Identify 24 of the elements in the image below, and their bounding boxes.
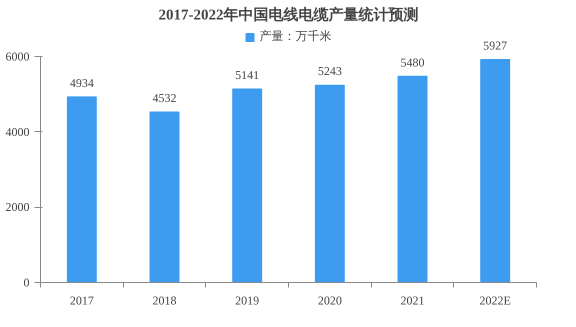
x-tick-label: 2021 <box>400 294 424 308</box>
x-tick-label: 2018 <box>152 294 176 308</box>
y-tick-label: 0 <box>24 276 30 290</box>
bar <box>480 58 510 282</box>
bar <box>232 88 262 282</box>
bar <box>150 111 180 282</box>
y-tick-label: 2000 <box>6 200 30 214</box>
data-label: 5141 <box>235 68 260 82</box>
x-tick-label: 2017 <box>70 294 94 308</box>
data-label: 5243 <box>318 64 342 78</box>
chart-title: 2017-2022年中国电线电缆产量统计预测 <box>158 6 418 24</box>
bar <box>314 84 345 282</box>
legend-label: 产量：万千米 <box>260 28 332 45</box>
y-tick-label: 6000 <box>6 50 30 64</box>
bar <box>66 96 97 282</box>
bar <box>398 76 428 282</box>
data-label: 5480 <box>400 55 424 70</box>
x-tick-label: 2022E <box>480 294 511 308</box>
data-label: 5927 <box>483 38 508 52</box>
data-label: 4532 <box>152 90 176 105</box>
x-tick-label: 2019 <box>235 294 260 308</box>
y-tick-label: 4000 <box>6 124 30 139</box>
data-label: 4934 <box>70 76 94 90</box>
x-tick-label: 2020 <box>318 294 342 308</box>
